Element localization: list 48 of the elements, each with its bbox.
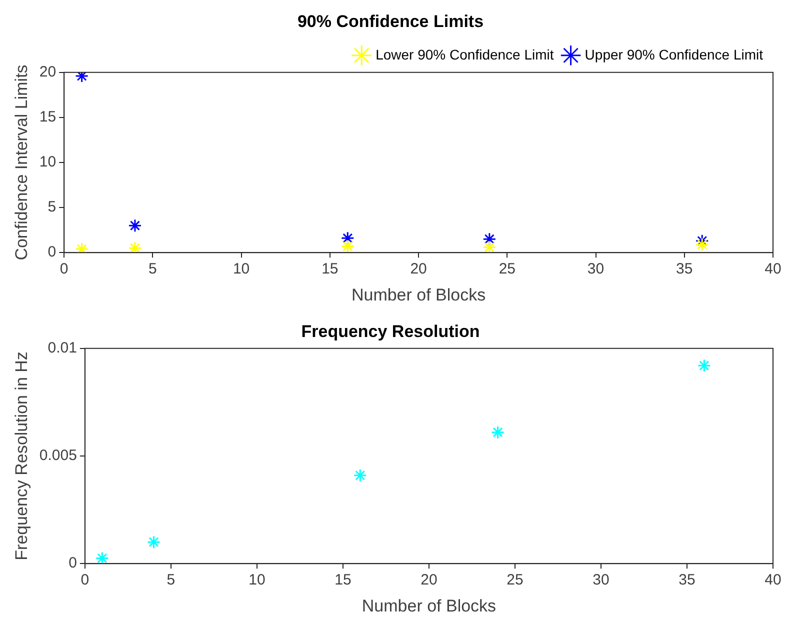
chart-title: 90% Confidence Limits <box>297 12 484 31</box>
x-tick-label: 30 <box>592 572 610 589</box>
y-tick-label: 0 <box>68 554 77 572</box>
y-tick-label: 0.005 <box>39 447 77 464</box>
point <box>75 242 89 253</box>
point <box>695 234 709 248</box>
point <box>353 468 367 482</box>
point <box>340 240 354 253</box>
point <box>695 238 709 252</box>
x-tick-label: 40 <box>764 260 782 278</box>
y-axis-title: Confidence Interval Limits <box>12 64 31 260</box>
point <box>75 72 89 83</box>
x-tick-label: 10 <box>232 260 250 278</box>
point <box>482 240 496 253</box>
x-tick-label: 15 <box>322 260 338 278</box>
y-axis-title: Frequency Resolution in Hz <box>12 352 31 560</box>
x-tick-label: 30 <box>587 260 604 278</box>
point <box>482 232 496 246</box>
x-axis-title: Number of Blocks <box>351 285 486 304</box>
x-tick-label: 0 <box>80 572 90 589</box>
legend-label: Upper 90% Confidence Limit <box>584 46 764 62</box>
x-tick-label: 25 <box>506 572 524 589</box>
x-tick-label: 5 <box>166 572 176 589</box>
point <box>340 231 354 245</box>
point <box>128 218 142 232</box>
x-tick-label: 20 <box>420 572 438 589</box>
y-tick-label: 5 <box>48 198 56 216</box>
x-tick-label: 25 <box>498 260 516 278</box>
x-tick-label: 10 <box>248 572 266 589</box>
x-tick-label: 5 <box>148 260 157 278</box>
y-tick-label: 20 <box>39 64 56 81</box>
point <box>491 426 505 440</box>
y-tick-label: 0 <box>48 244 56 261</box>
y-tick-label: 10 <box>39 154 56 171</box>
x-tick-label: 35 <box>676 260 693 278</box>
point <box>146 535 160 549</box>
x-axis-title: Number of Blocks <box>362 596 496 616</box>
y-tick-label: 15 <box>39 108 56 126</box>
legend-label: Lower 90% Confidence Limit <box>376 46 554 62</box>
x-tick-label: 35 <box>678 572 696 589</box>
y-tick-label: 0.01 <box>48 340 77 357</box>
chart-title: Frequency Resolution <box>301 322 480 341</box>
x-tick-label: 40 <box>764 572 782 589</box>
point <box>697 358 711 372</box>
point <box>128 241 142 253</box>
x-tick-label: 15 <box>334 572 352 589</box>
x-tick-label: 20 <box>410 260 427 278</box>
point <box>95 551 109 564</box>
